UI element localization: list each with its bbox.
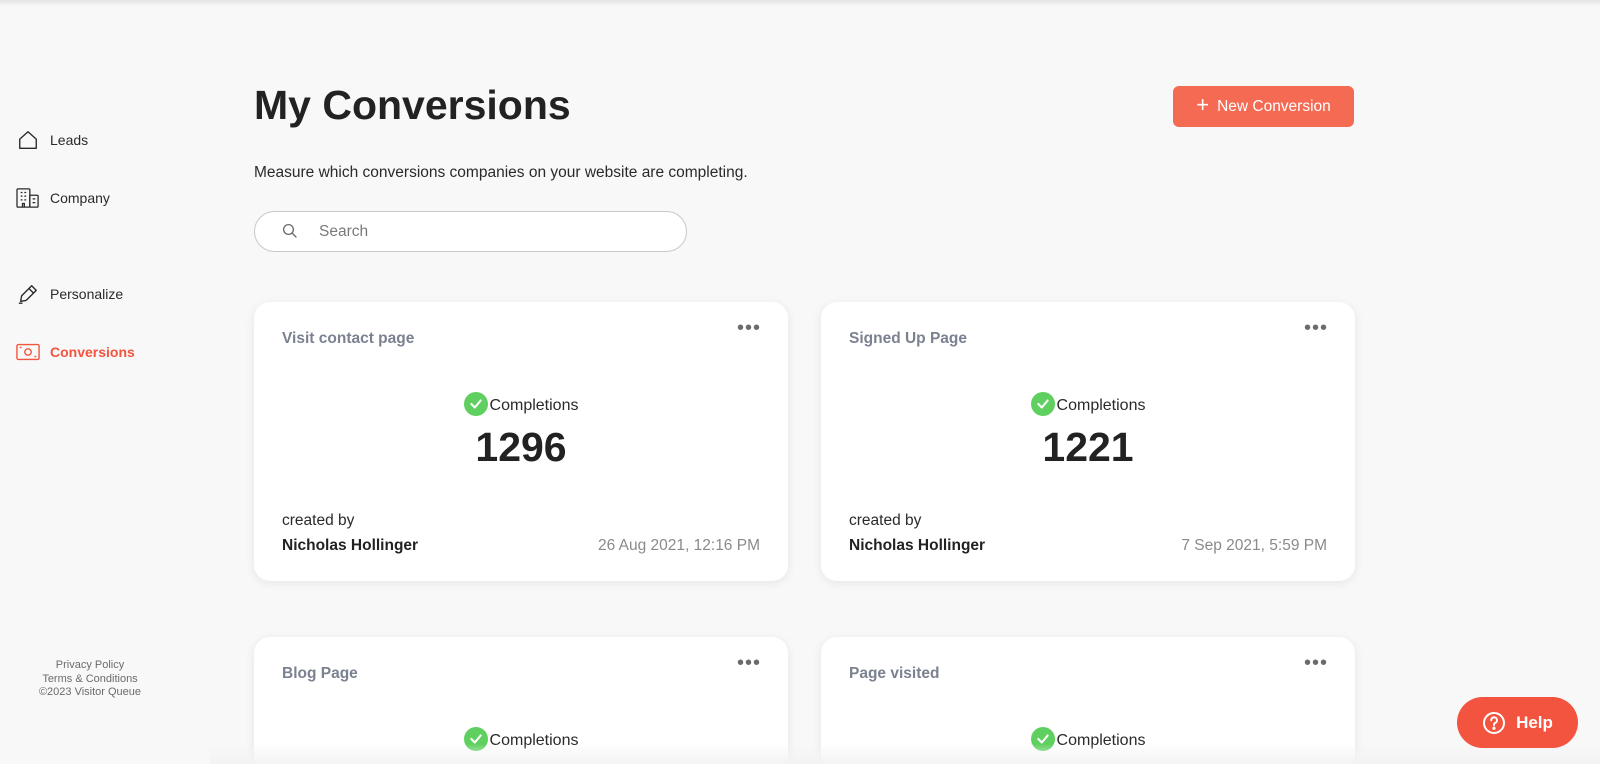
privacy-policy-link[interactable]: Privacy Policy — [55, 659, 125, 671]
new-conversion-label: New Conversion — [1217, 97, 1331, 115]
search-icon — [281, 222, 301, 242]
created-date: 26 Aug 2021, 12:16 PM — [597, 537, 760, 554]
page-title: My Conversions — [254, 82, 571, 128]
more-options-icon[interactable]: ••• — [1303, 652, 1328, 674]
sidebar-item-conversions[interactable]: Conversions — [16, 340, 135, 364]
creator-name: Nicholas Hollinger — [849, 537, 986, 554]
bottom-fade — [210, 744, 1600, 764]
sidebar-item-label: Personalize — [50, 286, 124, 302]
completions-row: Completions — [821, 392, 1355, 416]
completions-row: Completions — [254, 392, 788, 416]
sidebar-item-label: Conversions — [50, 344, 135, 360]
created-by-label: created by — [849, 512, 922, 529]
created-by-label: created by — [282, 512, 355, 529]
sidebar-footer: Privacy Policy Terms & Conditions ©2023 … — [30, 659, 150, 700]
copyright-text: ©2023 Visitor Queue — [38, 686, 142, 698]
building-icon — [16, 186, 40, 210]
card-title: Visit contact page — [282, 330, 415, 347]
conversion-card[interactable]: Blog Page ••• Completions — [254, 637, 788, 764]
home-icon — [16, 128, 40, 152]
new-conversion-button[interactable]: + New Conversion — [1173, 86, 1354, 127]
conversion-card[interactable]: Signed Up Page ••• Completions 1221 crea… — [821, 302, 1355, 581]
plus-icon: + — [1196, 92, 1210, 117]
check-circle-icon — [463, 392, 488, 416]
pen-icon — [16, 282, 40, 306]
check-circle-icon — [1030, 392, 1055, 416]
more-options-icon[interactable]: ••• — [1303, 317, 1328, 339]
card-title: Signed Up Page — [849, 330, 967, 347]
completions-count: 1221 — [1042, 424, 1134, 470]
sidebar-item-company[interactable]: Company — [16, 186, 110, 210]
page-subtitle: Measure which conversions companies on y… — [254, 164, 748, 181]
card-title: Page visited — [849, 665, 940, 682]
sidebar-item-leads[interactable]: Leads — [16, 128, 88, 152]
completions-count: 1296 — [475, 424, 567, 470]
sidebar: Leads Company Personalize Conversions Pr… — [0, 0, 210, 764]
help-button[interactable]: Help — [1457, 697, 1578, 748]
money-icon — [16, 340, 40, 364]
sidebar-item-label: Leads — [50, 132, 89, 148]
help-label: Help — [1516, 712, 1553, 732]
question-circle-icon — [1482, 711, 1506, 735]
created-date: 7 Sep 2021, 5:59 PM — [1181, 537, 1327, 554]
completions-label: Completions — [1056, 397, 1146, 414]
top-shadow — [0, 0, 1600, 6]
sidebar-item-personalize[interactable]: Personalize — [16, 282, 123, 306]
conversion-card[interactable]: Visit contact page ••• Completions 1296 … — [254, 302, 788, 581]
sidebar-item-label: Company — [50, 190, 110, 206]
more-options-icon[interactable]: ••• — [736, 652, 761, 674]
card-title: Blog Page — [282, 665, 358, 682]
search-bar — [254, 211, 687, 252]
completions-label: Completions — [489, 397, 579, 414]
more-options-icon[interactable]: ••• — [736, 317, 761, 339]
creator-name: Nicholas Hollinger — [282, 537, 419, 554]
terms-link[interactable]: Terms & Conditions — [42, 672, 138, 685]
search-input[interactable] — [319, 222, 639, 241]
